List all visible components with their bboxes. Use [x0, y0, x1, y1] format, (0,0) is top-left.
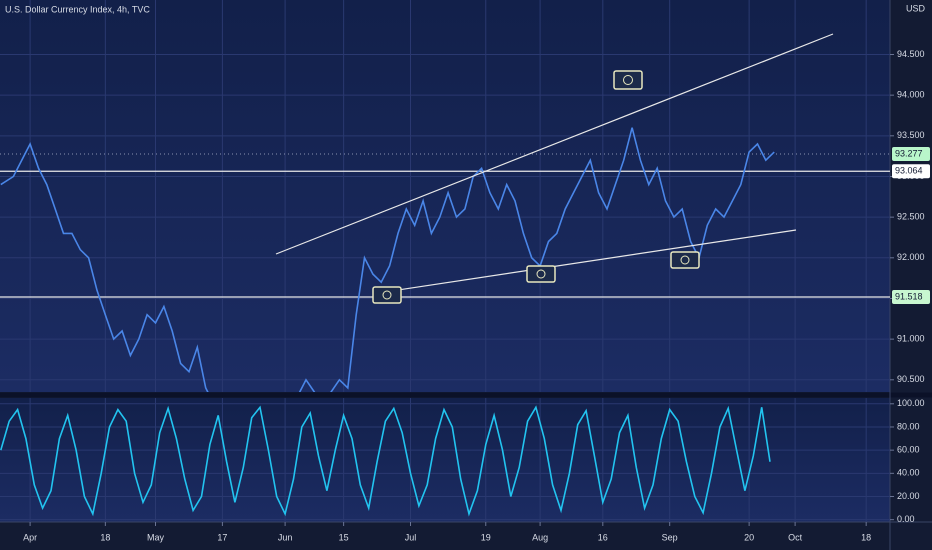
- y-tick-label: 80.00: [897, 421, 920, 431]
- x-tick-label: Jun: [278, 532, 293, 542]
- x-tick-label: Apr: [23, 532, 37, 542]
- x-tick-label: 20: [744, 532, 754, 542]
- x-tick-label: 18: [861, 532, 871, 542]
- price-pane: [0, 0, 890, 392]
- trend-line: [275, 33, 834, 255]
- y-tick-label: 92.500: [897, 212, 925, 222]
- badge: [372, 286, 402, 304]
- y-tick-label: 40.00: [897, 468, 920, 478]
- y-tick-label: 0.00: [897, 514, 915, 524]
- price-label: 93.277: [895, 148, 923, 158]
- price-label-box: [892, 290, 930, 305]
- price-label-box: [892, 146, 930, 161]
- y-tick-label: 91.000: [897, 334, 925, 344]
- x-tick-label: May: [147, 532, 165, 542]
- badge: [526, 265, 556, 283]
- chart-title: U.S. Dollar Currency Index, 4h, TVC: [5, 4, 150, 14]
- series-line: [0, 127, 775, 392]
- price-label: 91.518: [895, 291, 923, 301]
- x-tick-label: 18: [100, 532, 110, 542]
- x-tick-label: 15: [339, 532, 349, 542]
- y-tick-label: 20.00: [897, 491, 920, 501]
- price-label: 93.064: [895, 166, 923, 176]
- x-tick-label: Aug: [532, 532, 548, 542]
- x-tick-label: 19: [481, 532, 491, 542]
- y-tick-label: 94.000: [897, 90, 925, 100]
- y-tick-label: 60.00: [897, 445, 920, 455]
- y-axis-unit: USD: [906, 3, 926, 13]
- y-tick-label: 93.500: [897, 130, 925, 140]
- y-tick-label: 100.00: [897, 398, 925, 408]
- oscillator-pane: [0, 398, 890, 522]
- x-tick-label: Sep: [662, 532, 678, 542]
- price-label-box: [892, 164, 930, 179]
- trend-line: [377, 229, 797, 294]
- series-line: [0, 405, 771, 517]
- y-tick-label: 94.500: [897, 49, 925, 59]
- x-tick-label: 17: [217, 532, 227, 542]
- y-tick-label: 90.500: [897, 374, 925, 384]
- x-tick-label: Oct: [788, 532, 803, 542]
- badge: [670, 251, 700, 269]
- y-tick-label: 92.000: [897, 252, 925, 262]
- annotations: [275, 33, 834, 294]
- x-tick-label: Jul: [405, 532, 417, 542]
- x-tick-label: 16: [598, 532, 608, 542]
- badge: [613, 70, 643, 90]
